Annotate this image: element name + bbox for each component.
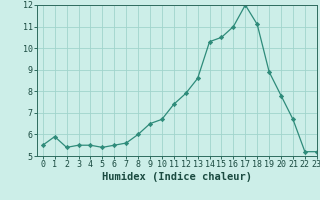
X-axis label: Humidex (Indice chaleur): Humidex (Indice chaleur) bbox=[102, 172, 252, 182]
